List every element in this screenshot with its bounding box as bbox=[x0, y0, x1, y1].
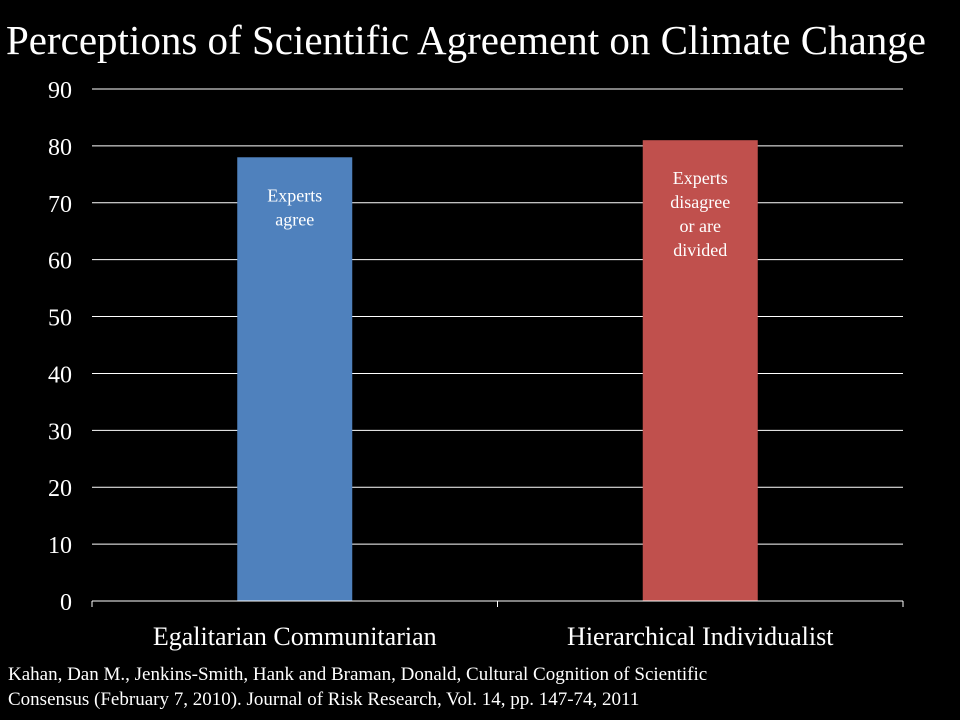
bar-chart: 0 10 20 30 40 50 60 70 80 90 Experts agree Experts d… bbox=[48, 78, 904, 651]
x-axis bbox=[91, 600, 904, 607]
bar-label: divided bbox=[673, 240, 727, 260]
x-axis-tick-labels: Egalitarian Communitarian Hierarchical In… bbox=[153, 622, 834, 651]
citation: Kahan, Dan M., Jenkins-Smith, Hank and B… bbox=[8, 662, 958, 712]
gridlines bbox=[92, 88, 903, 545]
citation-line-1: Kahan, Dan M., Jenkins-Smith, Hank and B… bbox=[8, 664, 708, 685]
bar-label: Experts bbox=[673, 168, 728, 188]
bar-label: Experts bbox=[267, 185, 322, 205]
y-tick-label: 90 bbox=[48, 78, 72, 104]
x-tick-label: Egalitarian Communitarian bbox=[153, 622, 437, 651]
bars bbox=[237, 140, 758, 601]
y-tick-label: 10 bbox=[48, 533, 72, 559]
y-tick-label: 20 bbox=[48, 476, 72, 502]
bar bbox=[237, 157, 353, 601]
y-tick-label: 30 bbox=[48, 419, 72, 445]
bar-annotations: Experts agree Experts disagree or are divided bbox=[267, 168, 730, 260]
bar-label: or are bbox=[680, 216, 721, 236]
y-tick-label: 0 bbox=[60, 590, 72, 616]
y-tick-label: 50 bbox=[48, 306, 72, 332]
bar-label: agree bbox=[275, 209, 314, 229]
y-axis-tick-labels: 0 10 20 30 40 50 60 70 80 90 bbox=[48, 78, 72, 616]
y-tick-label: 80 bbox=[48, 135, 72, 161]
citation-line-2: Consensus (February 7, 2010). Journal of… bbox=[8, 689, 640, 710]
bar bbox=[642, 140, 758, 601]
x-tick-label: Hierarchical Individualist bbox=[567, 622, 834, 651]
y-tick-label: 40 bbox=[48, 362, 72, 388]
bar-label: disagree bbox=[670, 192, 730, 212]
y-tick-label: 60 bbox=[48, 249, 72, 275]
y-tick-label: 70 bbox=[48, 192, 72, 218]
chart-title: Perceptions of Scientific Agreement on C… bbox=[6, 17, 926, 63]
